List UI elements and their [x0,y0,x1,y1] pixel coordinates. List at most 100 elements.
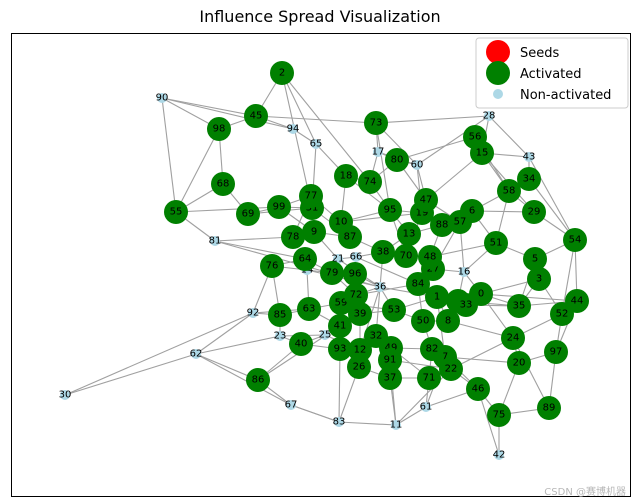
activated-node-marker [544,340,568,364]
non-activated-node-marker [275,331,285,341]
node-90: 90 [156,93,169,104]
edge-11-61 [395,406,427,426]
activated-node-marker [236,202,260,226]
node-label: 44 [571,296,584,307]
activated-node-marker [338,225,362,249]
node-29: 29 [522,200,546,224]
plot-area: 0123456789101112131415161718192021222324… [11,33,631,497]
node-label: 53 [388,305,401,316]
activated-node-marker [497,179,521,203]
node-label: 45 [250,111,263,122]
node-label: 41 [334,321,347,332]
node-70: 70 [394,244,418,268]
node-label: 26 [353,362,366,373]
activated-node-marker [448,210,472,234]
node-75: 75 [487,403,511,427]
node-label: 62 [190,349,203,360]
activated-node-marker [378,348,402,372]
node-label: 11 [390,420,403,431]
node-label: 15 [476,148,489,159]
node-label: 83 [333,417,346,428]
node-label: 85 [274,310,287,321]
node-63: 63 [297,297,321,321]
node-85: 85 [268,303,292,327]
node-label: 84 [412,279,425,290]
activated-node-marker [406,272,430,296]
node-label: 9 [311,227,317,238]
node-label: 90 [156,93,169,104]
node-label: 25 [319,330,332,341]
node-28: 28 [483,111,496,122]
node-label: 48 [424,252,437,263]
node-8: 8 [436,309,460,333]
activated-node-marker [246,368,270,392]
node-64: 64 [293,247,317,271]
node-label: 64 [299,254,312,265]
nodes-layer: 0123456789101112131415161718192021222324… [59,61,589,461]
node-label: 7 [442,352,448,363]
non-activated-node-marker [157,93,167,103]
activated-node-marker [385,148,409,172]
non-activated-node-marker [421,402,431,412]
node-77: 77 [299,184,323,208]
node-label: 42 [493,450,506,461]
node-label: 55 [170,207,183,218]
node-21: 21 [332,254,345,265]
node-label: 81 [209,236,222,247]
node-label: 57 [454,217,467,228]
legend-label-nonactivated: Non-activated [520,88,611,103]
activated-node-marker [420,337,444,361]
activated-node-marker [358,170,382,194]
activated-node-marker [466,377,490,401]
node-16: 16 [458,267,471,278]
activated-node-marker [302,220,326,244]
edge-28-60 [416,115,490,166]
node-43: 43 [523,152,536,163]
node-label: 40 [295,339,308,350]
node-label: 68 [217,179,230,190]
activated-node-marker [281,225,305,249]
node-label: 35 [513,301,526,312]
activated-node-marker [207,117,231,141]
non-activated-node-marker [351,252,361,262]
node-label: 52 [556,309,569,320]
node-label: 19 [416,208,429,219]
non-activated-node-marker [373,147,383,157]
node-label: 10 [335,217,348,228]
activated-node-marker [268,303,292,327]
node-label: 66 [350,252,363,263]
node-48: 48 [418,245,442,269]
activated-node-marker [463,125,487,149]
legend-marker-seed [486,40,510,64]
node-label: 0 [478,289,484,300]
node-label: 2 [279,68,285,79]
node-label: 60 [411,160,424,171]
activated-node-marker [487,403,511,427]
activated-node-marker [517,167,541,191]
node-95: 95 [378,198,402,222]
activated-node-marker [328,337,352,361]
node-38: 38 [371,240,395,264]
node-51: 51 [484,231,508,255]
activated-node-marker [382,298,406,322]
node-93: 93 [328,337,352,361]
activated-node-marker [364,111,388,135]
node-89: 89 [537,396,561,420]
node-label: 16 [458,267,471,278]
node-label: 29 [528,207,541,218]
activated-node-marker [347,355,371,379]
activated-node-marker [507,351,531,375]
node-label: 6 [469,206,475,217]
activated-node-marker [523,247,547,271]
node-label: 17 [372,147,385,158]
node-label: 46 [472,384,485,395]
activated-node-marker [343,262,367,286]
node-label: 97 [550,347,563,358]
node-99: 99 [267,195,291,219]
activated-node-marker [371,240,395,264]
node-label: 78 [287,232,300,243]
edge-98-55 [175,128,220,213]
node-label: 32 [370,331,383,342]
node-58: 58 [497,179,521,203]
edge-30-92 [64,312,254,396]
